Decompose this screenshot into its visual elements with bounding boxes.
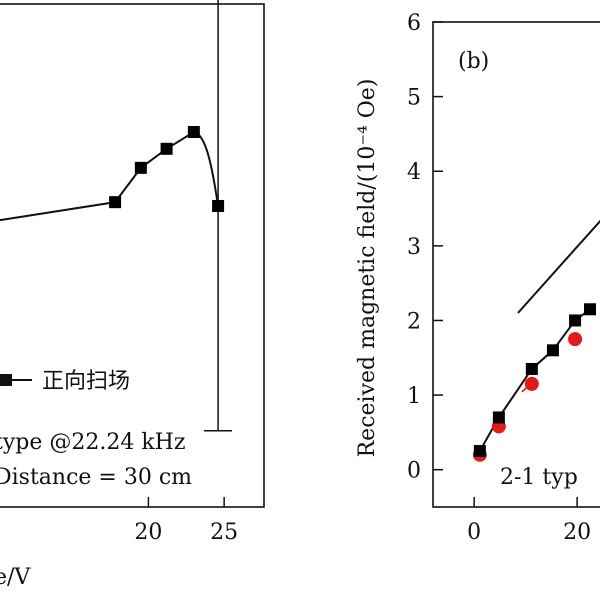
legend-label: 正向扫场 [42, 369, 130, 394]
data-point-square [160, 142, 173, 155]
data-point-square [109, 196, 122, 209]
panel-a-series-line [0, 130, 220, 222]
panel-a-markers [109, 126, 225, 212]
panel-b-label: (b) [458, 49, 489, 74]
x-tick-label: 25 [210, 520, 238, 545]
panel-b-frame [432, 21, 600, 508]
data-point-square [187, 126, 200, 139]
legend-marker [0, 374, 12, 386]
x-tick-label: 0 [467, 520, 481, 545]
panel-b-x-ticks: 0 20 [467, 497, 591, 545]
panel-b-markers [472, 303, 596, 462]
panel-b-reference-line [517, 219, 600, 314]
y-tick-label: 6 [407, 11, 421, 36]
x-tick-label: 20 [563, 520, 591, 545]
panel-a-legend: 正向扫场 [0, 369, 130, 394]
panel-a-annotation-2: Distance = 30 cm [0, 465, 192, 490]
panel-a-annotation-1: type @22.24 kHz [0, 430, 185, 455]
panel-a-x-ticks: 20 25 [134, 497, 238, 545]
y-tick-label: 3 [407, 235, 421, 260]
panel-a-frame [0, 3, 265, 508]
panel-a-error-bars [204, 0, 233, 432]
y-tick-label: 0 [407, 459, 421, 484]
data-point-square [525, 362, 538, 375]
data-point-square [473, 445, 486, 458]
y-tick-label: 4 [407, 160, 421, 185]
data-point-square [569, 314, 582, 327]
panel-a: 20 25 正向扫场 type @22.24 kHz Distance = 30 … [0, 0, 265, 590]
data-point-square [492, 411, 505, 424]
x-tick-label: 20 [134, 520, 162, 545]
panel-b-y-label: Received magnetic field/(10⁻⁴ Oe) [355, 79, 380, 458]
data-point-square [546, 344, 559, 357]
panel-b: 0 20 0 1 2 3 4 5 6 (b) 2-1 typ Received magneti… [355, 11, 600, 545]
data-point-circle [568, 332, 583, 347]
data-point-square [583, 303, 596, 316]
y-tick-label: 5 [407, 86, 421, 111]
panel-b-y-ticks: 0 1 2 3 4 5 6 [407, 11, 443, 484]
panel-a-x-label: e/V [0, 565, 31, 590]
data-point-square [212, 199, 225, 212]
y-tick-label: 1 [407, 384, 421, 409]
panel-b-annotation: 2-1 typ [500, 465, 578, 490]
y-tick-label: 2 [407, 309, 421, 334]
data-point-circle [524, 376, 539, 391]
data-point-square [134, 161, 147, 174]
